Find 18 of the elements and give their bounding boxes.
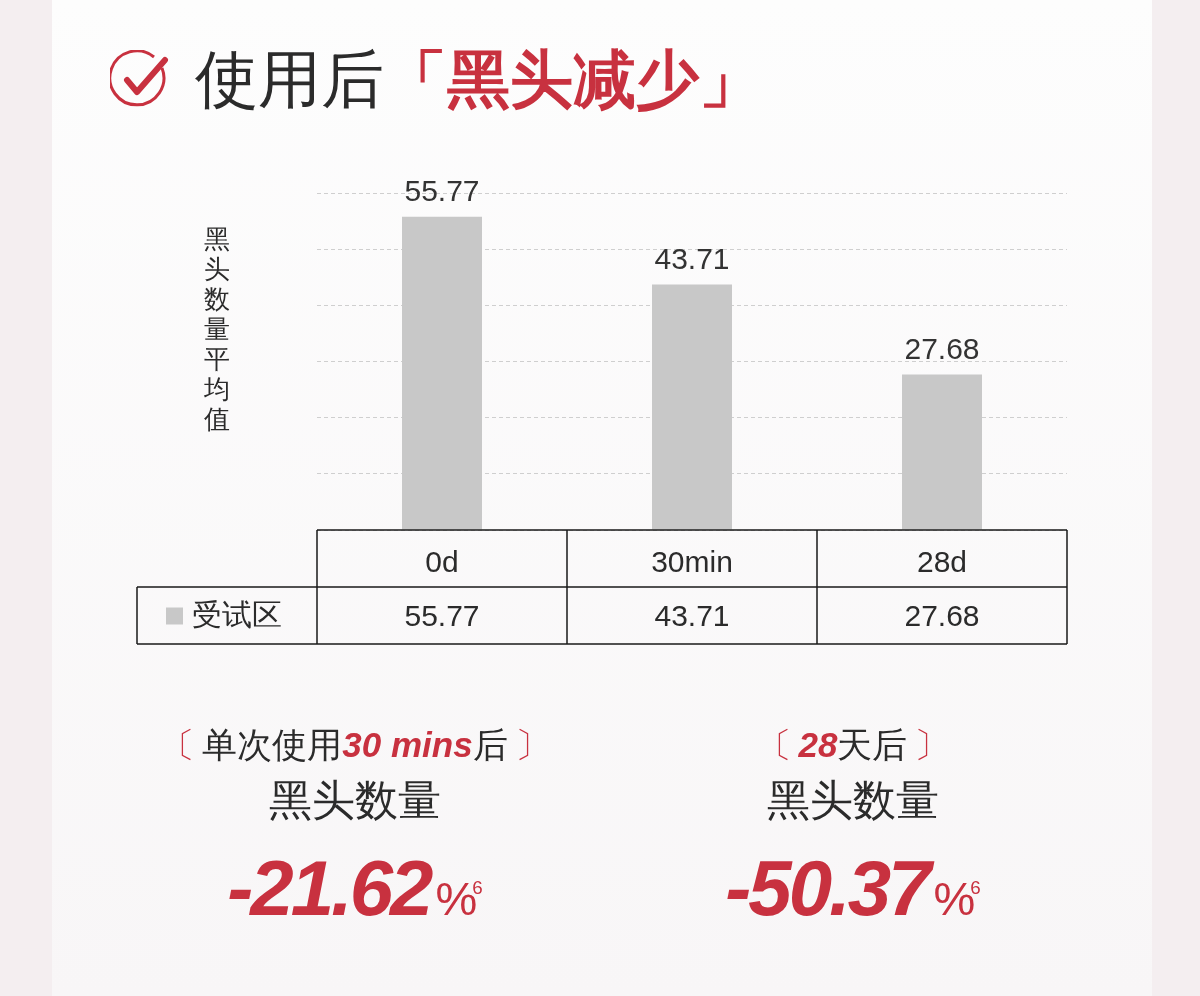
data-label: 43.71 (654, 598, 730, 632)
y-axis-title: 黑头数量平均值 (203, 224, 230, 434)
data-label: 27.68 (904, 598, 980, 632)
text: 黑头数量 (767, 775, 939, 826)
chart-title: 使用后「黑头减少」 (195, 44, 762, 114)
text: 〔单次使用30 mins后〕 (159, 724, 551, 766)
annotation: 27.68 (904, 331, 980, 365)
text: -50.37%$^{6}$ (725, 844, 981, 932)
x-tick-label: 30min (651, 545, 733, 579)
text: 黑头数量 (269, 775, 441, 826)
text: 〔28天后〕 (755, 724, 951, 766)
annotation: 43.71 (654, 241, 730, 275)
text: -21.62%$^{6}$ (227, 844, 483, 932)
legend-label: 受试区 (192, 597, 282, 631)
annotation: 55.77 (404, 174, 480, 208)
x-tick-label: 0d (425, 545, 459, 579)
data-label: 55.77 (404, 598, 480, 632)
x-tick-label: 28d (916, 545, 968, 579)
